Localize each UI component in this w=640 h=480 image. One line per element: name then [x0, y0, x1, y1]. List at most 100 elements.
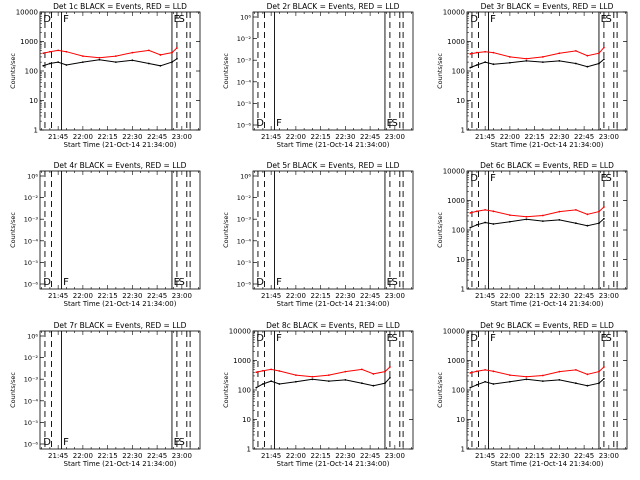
data-point-events: [278, 383, 281, 385]
x-tick-label: 21:45: [261, 452, 281, 460]
plot-frame: [252, 330, 414, 450]
data-point-lld: [469, 371, 472, 374]
x-tick-label: 21:45: [261, 133, 281, 141]
y-axis-label: Counts/sec: [222, 212, 230, 248]
x-tick-label: 22:45: [574, 133, 594, 141]
y-tick-label: 100: [238, 387, 251, 395]
marker-letter: S: [606, 173, 612, 184]
x-tick-label: 23:00: [385, 133, 405, 141]
y-tick-label: 10000: [443, 168, 465, 176]
data-point-events: [469, 66, 472, 69]
x-tick-label: 22:45: [147, 452, 167, 460]
data-point-lld: [558, 370, 561, 373]
x-tick-label: 22:00: [73, 292, 93, 300]
x-tick-label: 23:00: [385, 292, 405, 300]
x-tick-label: 22:45: [360, 133, 380, 141]
data-point-lld: [586, 373, 589, 376]
data-point-lld: [508, 56, 511, 58]
y-tick-label: 10⁶: [240, 14, 251, 22]
series-events: [255, 376, 391, 389]
marker-letter: F: [276, 277, 282, 288]
y-axis-label: Counts/sec: [222, 53, 230, 89]
marker-letter: S: [392, 277, 398, 288]
data-point-events: [541, 61, 544, 64]
x-tick-label: 22:45: [147, 133, 167, 141]
panel-title: Det 5r BLACK = Events, RED = LLD: [267, 161, 400, 170]
data-point-events: [389, 376, 391, 379]
y-tick-label: 1000: [233, 357, 251, 365]
x-tick-label: 23:00: [599, 133, 619, 141]
series-lld: [255, 366, 391, 378]
data-point-events: [525, 59, 528, 62]
data-point-events: [270, 380, 273, 383]
y-tick-label: 10⁻⁴: [237, 237, 252, 245]
marker-letter: E: [174, 437, 180, 448]
panel-title: Det 9c BLACK = Events, RED = LLD: [480, 321, 614, 330]
panel-det-6: Det 6c BLACK = Events, RED = LLD 1 10 100 10…: [436, 161, 628, 308]
data-point-lld: [558, 210, 561, 213]
series-line-lld: [470, 206, 605, 218]
plot-frame: [39, 170, 201, 290]
data-point-events: [541, 380, 544, 383]
data-point-events: [484, 221, 487, 224]
data-point-lld: [484, 50, 487, 53]
marker-letter: F: [63, 277, 69, 288]
series-line-events: [470, 58, 605, 69]
y-tick-label: 10⁶: [240, 173, 251, 181]
series-lld: [469, 206, 605, 218]
marker-letter: D: [256, 333, 264, 344]
x-tick-label: 22:15: [98, 452, 118, 460]
data-point-events: [508, 380, 511, 383]
data-point-events: [344, 378, 347, 381]
y-tick-label: 1: [34, 127, 38, 135]
data-point-lld: [469, 211, 472, 214]
x-tick-label: 22:45: [360, 292, 380, 300]
data-point-events: [603, 217, 605, 220]
series-line-events: [470, 218, 605, 229]
y-tick-label: 100: [452, 227, 465, 235]
x-tick-label: 22:30: [549, 452, 569, 460]
y-tick-label: 10⁻²: [24, 194, 39, 202]
data-point-events: [171, 61, 173, 64]
y-tick-label: 10⁻⁶: [237, 122, 252, 130]
y-axis-label: Counts/sec: [222, 372, 230, 408]
x-tick-label: 23:00: [172, 452, 192, 460]
data-point-lld: [484, 369, 487, 371]
x-tick-label: 22:00: [500, 292, 520, 300]
x-axis-label: Start Time (21-Oct-14 21:34:00): [277, 141, 390, 149]
data-point-lld: [574, 50, 577, 52]
data-point-lld: [278, 370, 281, 372]
data-point-events: [81, 61, 84, 64]
x-tick-label: 22:30: [335, 133, 355, 141]
marker-letter: S: [179, 437, 185, 448]
plot-frame: [39, 11, 201, 131]
y-tick-label: 10⁻⁶: [24, 281, 39, 289]
y-tick-label: 10⁻²: [237, 194, 252, 202]
data-point-events: [586, 224, 589, 227]
panel-det-9: Det 9c BLACK = Events, RED = LLD 1 10 100 10…: [436, 321, 628, 468]
data-point-lld: [492, 370, 495, 373]
x-tick-label: 23:00: [172, 292, 192, 300]
data-point-lld: [558, 52, 561, 55]
x-tick-label: 22:15: [98, 292, 118, 300]
data-point-events: [114, 61, 117, 64]
data-point-events: [65, 64, 68, 66]
y-tick-label: 10000: [443, 9, 465, 17]
data-point-events: [48, 62, 51, 65]
x-tick-label: 22:15: [525, 133, 545, 141]
data-point-lld: [131, 51, 134, 54]
x-tick-label: 21:45: [48, 133, 68, 141]
y-tick-label: 1000: [20, 38, 38, 46]
y-tick-label: 10⁻²: [237, 35, 252, 43]
x-tick-label: 21:45: [48, 452, 68, 460]
x-tick-label: 22:30: [122, 452, 142, 460]
data-point-events: [475, 383, 478, 386]
data-point-events: [294, 380, 297, 383]
y-tick-label: 10: [456, 256, 465, 264]
data-point-lld: [81, 55, 84, 57]
data-point-lld: [541, 56, 544, 58]
data-point-lld: [484, 209, 487, 211]
y-tick-label: 10⁻³: [24, 216, 39, 224]
data-point-events: [98, 58, 101, 61]
data-point-events: [42, 64, 45, 67]
